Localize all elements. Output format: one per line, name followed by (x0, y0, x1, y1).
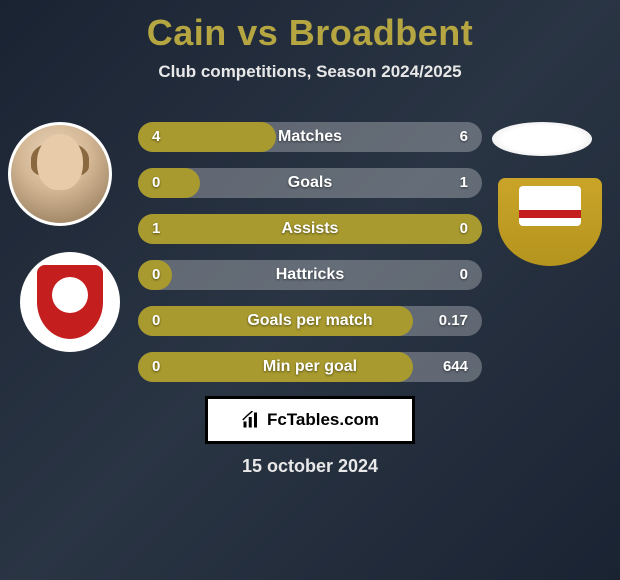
shield-icon (37, 265, 103, 339)
stat-label: Goals per match (138, 306, 482, 336)
stat-label: Goals (138, 168, 482, 198)
stat-label: Assists (138, 214, 482, 244)
stat-row: 10Assists (138, 214, 482, 244)
club-badge-left (20, 252, 120, 352)
stat-row: 46Matches (138, 122, 482, 152)
date-label: 15 october 2024 (0, 456, 620, 477)
stat-label: Hattricks (138, 260, 482, 290)
club-badge-right (498, 178, 602, 266)
player-avatar-left (8, 122, 112, 226)
stat-row: 00Hattricks (138, 260, 482, 290)
chart-icon (241, 411, 261, 429)
stats-container: 46Matches 01Goals 10Assists 00Hattricks 00.1… (138, 122, 482, 398)
stat-label: Min per goal (138, 352, 482, 382)
stat-label: Matches (138, 122, 482, 152)
stat-row: 00.17Goals per match (138, 306, 482, 336)
crest-icon (519, 186, 581, 226)
stat-row: 01Goals (138, 168, 482, 198)
page-title: Cain vs Broadbent (0, 0, 620, 54)
avatar-face (37, 134, 83, 190)
brand-label: FcTables.com (267, 410, 379, 430)
page-subtitle: Club competitions, Season 2024/2025 (0, 62, 620, 82)
crest-stripe (519, 210, 581, 218)
shield-inner (52, 277, 88, 313)
brand-box: FcTables.com (205, 396, 415, 444)
ellipse-shape (492, 122, 592, 156)
stat-row: 0644Min per goal (138, 352, 482, 382)
